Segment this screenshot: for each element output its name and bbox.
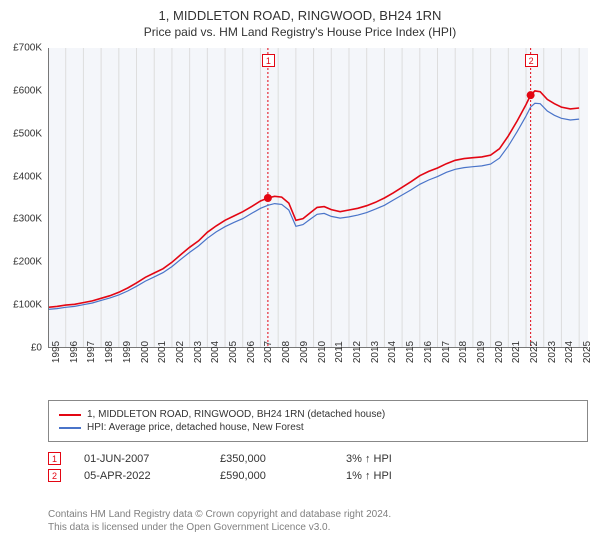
chart-marker-1: 1	[262, 54, 275, 67]
ytick-label: £100K	[13, 300, 42, 311]
legend-box: 1, MIDDLETON ROAD, RINGWOOD, BH24 1RN (d…	[48, 400, 588, 442]
legend-label-1: 1, MIDDLETON ROAD, RINGWOOD, BH24 1RN (d…	[87, 409, 385, 420]
event-price-2: £590,000	[220, 470, 340, 482]
xtick-label: 1996	[69, 341, 80, 363]
xtick-label: 2017	[441, 341, 452, 363]
xtick-label: 2008	[281, 341, 292, 363]
xtick-label: 2010	[317, 341, 328, 363]
chart-marker-2: 2	[525, 54, 538, 67]
xtick-label: 2015	[405, 341, 416, 363]
xtick-label: 2020	[494, 341, 505, 363]
xtick-label: 2021	[511, 341, 522, 363]
xtick-label: 2001	[157, 341, 168, 363]
xtick-label: 2011	[334, 341, 345, 363]
ytick-label: £700K	[13, 43, 42, 54]
xtick-label: 2018	[458, 341, 469, 363]
xtick-label: 2023	[547, 341, 558, 363]
xtick-label: 2003	[193, 341, 204, 363]
xtick-label: 2013	[370, 341, 381, 363]
xtick-label: 2002	[175, 341, 186, 363]
event-price-1: £350,000	[220, 453, 340, 465]
event-delta-2: 1% ↑ HPI	[346, 470, 446, 482]
ytick-label: £300K	[13, 214, 42, 225]
plot-border	[48, 48, 588, 348]
xtick-label: 2025	[582, 341, 593, 363]
xtick-label: 2019	[476, 341, 487, 363]
footer-line-2: This data is licensed under the Open Gov…	[48, 521, 588, 534]
xtick-label: 1995	[51, 341, 62, 363]
event-delta-1: 3% ↑ HPI	[346, 453, 446, 465]
chart-subtitle: Price paid vs. HM Land Registry's House …	[0, 25, 600, 39]
ytick-label: £400K	[13, 171, 42, 182]
xtick-label: 2016	[423, 341, 434, 363]
event-row-2: 2 05-APR-2022 £590,000 1% ↑ HPI	[48, 469, 588, 482]
xtick-label: 2007	[263, 341, 274, 363]
ytick-label: £200K	[13, 257, 42, 268]
chart-container: 1, MIDDLETON ROAD, RINGWOOD, BH24 1RN Pr…	[0, 0, 600, 560]
xtick-label: 2005	[228, 341, 239, 363]
event-date-1: 01-JUN-2007	[84, 453, 214, 465]
ytick-label: £500K	[13, 128, 42, 139]
xtick-label: 2004	[210, 341, 221, 363]
xtick-label: 2022	[529, 341, 540, 363]
xtick-label: 2014	[387, 341, 398, 363]
xtick-label: 2006	[246, 341, 257, 363]
event-date-2: 05-APR-2022	[84, 470, 214, 482]
legend-swatch-1	[59, 414, 81, 416]
event-marker-1: 1	[48, 452, 61, 465]
titles-block: 1, MIDDLETON ROAD, RINGWOOD, BH24 1RN Pr…	[0, 0, 600, 39]
footer-line-1: Contains HM Land Registry data © Crown c…	[48, 508, 588, 521]
xtick-label: 1999	[122, 341, 133, 363]
footer-note: Contains HM Land Registry data © Crown c…	[48, 508, 588, 534]
xtick-label: 2009	[299, 341, 310, 363]
xtick-label: 2000	[140, 341, 151, 363]
ytick-label: £600K	[13, 85, 42, 96]
legend-label-2: HPI: Average price, detached house, New …	[87, 422, 304, 433]
legend-row-1: 1, MIDDLETON ROAD, RINGWOOD, BH24 1RN (d…	[59, 409, 577, 420]
event-marker-2: 2	[48, 469, 61, 482]
xtick-label: 1997	[86, 341, 97, 363]
ytick-label: £0	[31, 343, 42, 354]
plot-area: £0£100K£200K£300K£400K£500K£600K£700K 19…	[48, 48, 588, 348]
event-row-1: 1 01-JUN-2007 £350,000 3% ↑ HPI	[48, 452, 588, 465]
legend-swatch-2	[59, 427, 81, 429]
xtick-label: 2012	[352, 341, 363, 363]
events-table: 1 01-JUN-2007 £350,000 3% ↑ HPI 2 05-APR…	[48, 448, 588, 486]
xtick-label: 2024	[564, 341, 575, 363]
chart-title: 1, MIDDLETON ROAD, RINGWOOD, BH24 1RN	[0, 8, 600, 23]
xtick-label: 1998	[104, 341, 115, 363]
legend-row-2: HPI: Average price, detached house, New …	[59, 422, 577, 433]
